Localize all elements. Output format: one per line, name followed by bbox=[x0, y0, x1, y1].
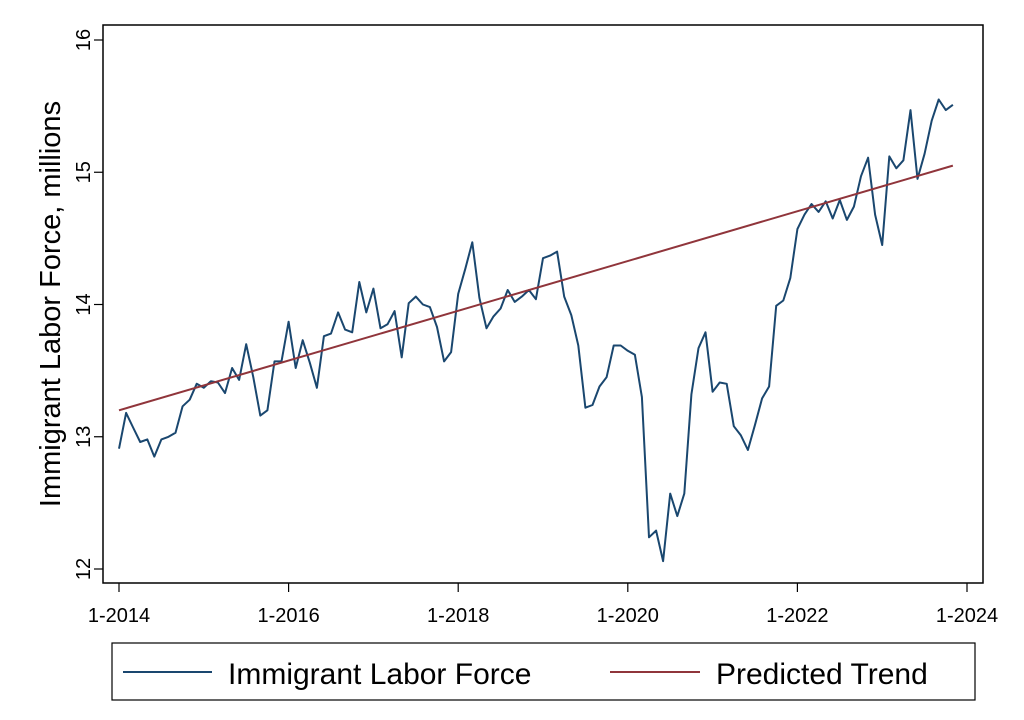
legend: Immigrant Labor Force Predicted Trend bbox=[112, 643, 975, 700]
y-axis: 12 13 14 15 16 bbox=[73, 29, 103, 580]
y-axis-label: Immigrant Labor Force, millions bbox=[35, 101, 67, 507]
plot-area bbox=[103, 25, 983, 583]
y-tick-label: 16 bbox=[73, 29, 95, 51]
legend-label-immigrant-labor-force: Immigrant Labor Force bbox=[228, 658, 531, 691]
x-tick-label: 1-2022 bbox=[766, 605, 828, 627]
x-tick-label: 1-2024 bbox=[936, 605, 998, 627]
x-tick-label: 1-2018 bbox=[427, 605, 489, 627]
y-tick-label: 14 bbox=[73, 293, 95, 315]
y-tick-label: 12 bbox=[73, 558, 95, 580]
x-tick-label: 1-2020 bbox=[597, 605, 659, 627]
y-tick-label: 15 bbox=[73, 161, 95, 183]
x-axis: 1-2014 1-2016 1-2018 1-2020 1-2022 1-2024 bbox=[88, 583, 998, 627]
x-tick-label: 1-2016 bbox=[257, 605, 319, 627]
y-tick-label: 13 bbox=[73, 426, 95, 448]
x-tick-label: 1-2014 bbox=[88, 605, 150, 627]
legend-label-predicted-trend: Predicted Trend bbox=[716, 658, 928, 691]
